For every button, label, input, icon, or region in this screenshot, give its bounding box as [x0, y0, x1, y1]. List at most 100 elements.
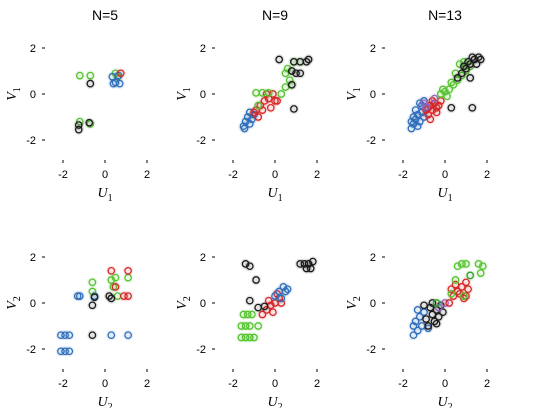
- data-point: [415, 99, 424, 108]
- data-point: [107, 294, 116, 303]
- data-point: [443, 92, 451, 101]
- data-point: [462, 67, 470, 75]
- x-tick-label: -2: [398, 378, 408, 390]
- data-point: [434, 303, 443, 312]
- y-axis-label: V2: [175, 296, 193, 310]
- x-tick-label: -2: [58, 378, 68, 390]
- data-point: [74, 125, 83, 134]
- data-point: [462, 64, 470, 73]
- y-tick-label: -2: [366, 135, 376, 147]
- data-point: [250, 108, 258, 117]
- data-point: [250, 333, 258, 342]
- data-point: [418, 101, 426, 110]
- data-point: [111, 283, 120, 291]
- x-tick-label: 2: [314, 378, 320, 390]
- data-point: [75, 292, 84, 300]
- data-point: [472, 60, 481, 68]
- data-point: [290, 105, 298, 113]
- data-point: [409, 322, 418, 330]
- data-point: [260, 302, 269, 311]
- x-axis-label: U2: [437, 395, 452, 408]
- data-point: [415, 312, 424, 321]
- data-point: [107, 331, 116, 340]
- data-point: [451, 276, 460, 284]
- y-tick-label: 2: [370, 252, 376, 264]
- data-point: [124, 292, 132, 300]
- series-3: [269, 281, 293, 304]
- y-tick-label: 2: [200, 43, 206, 55]
- data-point: [283, 285, 292, 294]
- series-4: [115, 68, 126, 79]
- data-point: [243, 113, 252, 121]
- data-point: [434, 312, 443, 321]
- data-point: [449, 292, 458, 300]
- data-point: [273, 289, 281, 298]
- y-axis-label: V1: [175, 87, 193, 101]
- data-point: [271, 97, 279, 105]
- data-point: [296, 69, 305, 78]
- data-point: [413, 122, 422, 131]
- chart-panel-1: N=5 -2 0 2 -2 0 2 U1 V1: [5, 7, 150, 204]
- data-point: [107, 266, 116, 275]
- data-point: [413, 110, 422, 119]
- data-point: [65, 331, 74, 340]
- y-tick-label: -2: [26, 344, 36, 356]
- data-point: [86, 79, 95, 88]
- data-point: [428, 106, 437, 114]
- data-point: [466, 74, 475, 82]
- data-point: [432, 319, 441, 328]
- series-4: [274, 54, 314, 115]
- data-point: [114, 71, 123, 80]
- data-point: [241, 333, 250, 342]
- series-4: [87, 290, 117, 341]
- y-tick-label: 2: [200, 252, 206, 264]
- data-point: [124, 331, 132, 340]
- data-point: [269, 308, 277, 317]
- data-point: [422, 315, 430, 323]
- data-point: [411, 317, 420, 326]
- x-tick-label: 0: [442, 169, 448, 181]
- x-axis-label: U1: [97, 186, 112, 204]
- data-point: [250, 110, 258, 119]
- data-point: [426, 303, 435, 312]
- data-point: [287, 67, 296, 75]
- x-tick-label: 2: [484, 169, 490, 181]
- data-point: [478, 262, 487, 271]
- x-tick-label: 0: [442, 378, 448, 390]
- series-5: [446, 52, 486, 114]
- y-tick-label: 0: [30, 298, 36, 310]
- data-point: [306, 264, 315, 273]
- y-tick-label: 2: [370, 43, 376, 55]
- data-point: [245, 120, 254, 128]
- data-point: [88, 278, 97, 287]
- data-point: [462, 278, 470, 287]
- data-point: [241, 260, 250, 268]
- data-point: [476, 269, 485, 277]
- data-point: [283, 64, 292, 73]
- data-point: [460, 292, 468, 300]
- data-point: [413, 306, 422, 314]
- x-tick-label: 0: [272, 378, 278, 390]
- data-point: [266, 103, 275, 112]
- data-point: [116, 69, 125, 78]
- data-point: [468, 103, 477, 112]
- data-point: [432, 103, 441, 112]
- data-point: [474, 260, 483, 268]
- data-point: [428, 97, 437, 105]
- data-point: [90, 293, 99, 302]
- data-point: [476, 55, 485, 64]
- chart-panel-2: N=9 -2 0 2 -2 0 2 U1 V1: [175, 7, 320, 204]
- data-point: [75, 71, 84, 80]
- data-point: [426, 115, 435, 124]
- data-point: [245, 108, 254, 117]
- data-point: [285, 76, 294, 85]
- data-point: [457, 283, 466, 291]
- data-point: [237, 322, 246, 330]
- data-point: [409, 113, 418, 121]
- data-point: [447, 289, 456, 298]
- x-axis-label: U1: [437, 186, 452, 204]
- data-point: [447, 78, 456, 87]
- data-point: [428, 299, 437, 307]
- x-tick-label: 2: [314, 169, 320, 181]
- series-1: [55, 290, 134, 357]
